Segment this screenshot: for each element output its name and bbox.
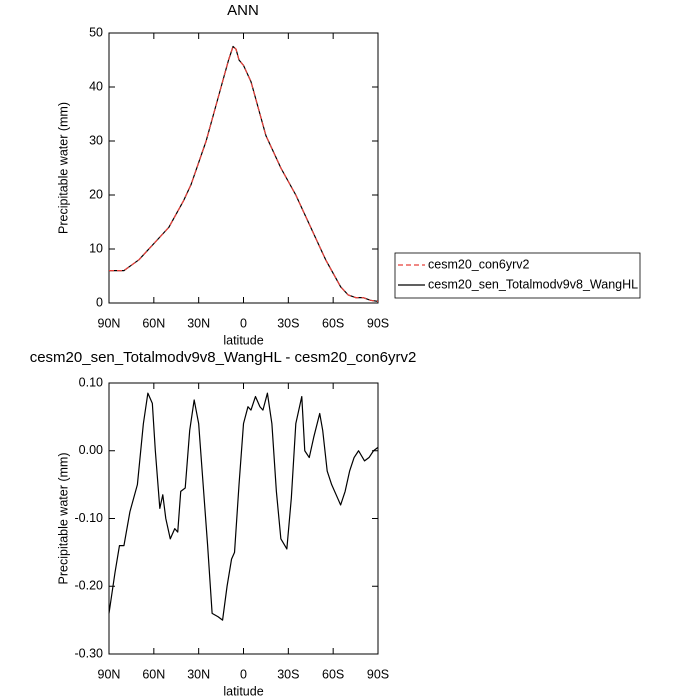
x-tick-label: 30N [187,316,210,330]
x-tick-label: 90N [98,316,121,330]
chart-title: ANN [227,2,259,19]
y-tick-label: -0.10 [75,511,104,525]
y-tick-label: 30 [89,133,103,147]
legend-label: cesm20_con6yrv2 [428,257,529,271]
x-tick-label: 90N [98,667,121,681]
y-tick-label: -0.20 [75,579,104,593]
legend-box [394,252,641,299]
series-line [109,45,379,302]
y-tick-label: 50 [89,25,103,39]
y-tick-label: 0.10 [79,375,103,389]
series-line [108,392,379,621]
x-tick-label: 30N [187,667,210,681]
y-tick-label: 40 [89,79,103,93]
legend-label: cesm20_sen_Totalmodv9v8_WangHL [428,277,638,291]
series-line [109,45,379,302]
x-tick-label: 30S [277,667,299,681]
x-tick-label: 60S [322,667,344,681]
y-tick-label: -0.30 [75,646,104,660]
x-tick-label: 0 [240,667,247,681]
chart-title: cesm20_sen_Totalmodv9v8_WangHL - cesm20_… [30,349,417,366]
y-tick-label: 20 [89,187,103,201]
x-tick-label: 90S [367,667,389,681]
x-tick-label: 30S [277,316,299,330]
x-tick-label: 60S [322,316,344,330]
y-axis-label: Precipitable water (mm) [56,102,70,234]
x-tick-label: 0 [240,316,247,330]
x-tick-label: 60N [142,667,165,681]
x-axis-label: latitude [223,684,263,698]
x-tick-label: 90S [367,316,389,330]
y-tick-label: 0 [96,295,103,309]
y-axis-label: Precipitable water (mm) [56,453,70,585]
plot-frame [108,32,379,304]
x-axis-label: latitude [223,333,263,347]
y-tick-label: 10 [89,241,103,255]
y-tick-label: 0.00 [79,443,103,457]
x-tick-label: 60N [142,316,165,330]
